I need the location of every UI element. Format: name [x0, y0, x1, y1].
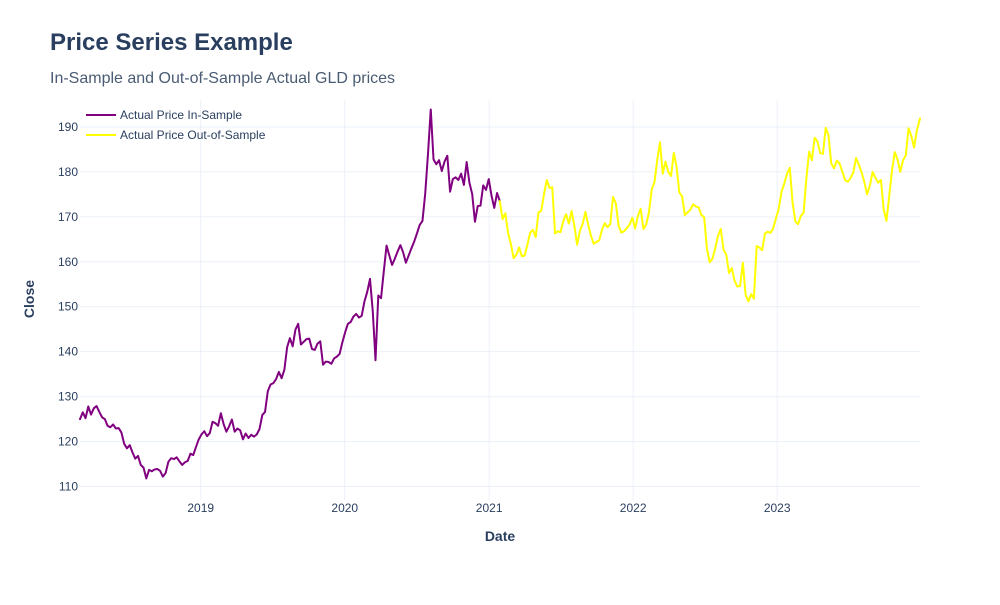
y-tick-label: 110	[59, 480, 78, 494]
legend[interactable]: Actual Price In-Sample Actual Price Out-o…	[86, 108, 266, 142]
legend-item-1[interactable]: Actual Price In-Sample	[86, 108, 242, 122]
legend-label: Actual Price Out-of-Sample	[120, 128, 266, 142]
y-tick-label: 120	[58, 435, 78, 449]
y-tick-label: 160	[58, 255, 78, 269]
y-tick-label: 130	[58, 390, 78, 404]
x-tick-label: 2020	[331, 501, 358, 515]
plot-area	[79, 108, 921, 480]
y-axis-label: Close	[21, 280, 37, 318]
x-tick-label: 2019	[187, 501, 214, 515]
x-tick-label: 2021	[476, 501, 503, 515]
x-tick-label: 2022	[620, 501, 647, 515]
legend-item-2[interactable]: Actual Price Out-of-Sample	[86, 128, 266, 142]
legend-label: Actual Price In-Sample	[120, 108, 242, 122]
grid-lines	[80, 100, 920, 500]
y-tick-label: 150	[58, 300, 78, 314]
y-tick-label: 170	[58, 210, 78, 224]
y-tick-label: 190	[58, 120, 78, 134]
series-line-1	[79, 108, 501, 480]
axes: 110 120 130 140 150 160 170 180 190 2019 2020 2021 2…	[58, 120, 791, 515]
series-line-2	[498, 117, 921, 303]
x-axis-label: Date	[485, 528, 516, 544]
x-tick-label: 2023	[764, 501, 791, 515]
y-tick-label: 180	[58, 165, 78, 179]
chart-title: Price Series Example	[50, 29, 293, 56]
chart-subtitle: In-Sample and Out-of-Sample Actual GLD p…	[50, 70, 395, 87]
y-tick-label: 140	[58, 345, 78, 359]
